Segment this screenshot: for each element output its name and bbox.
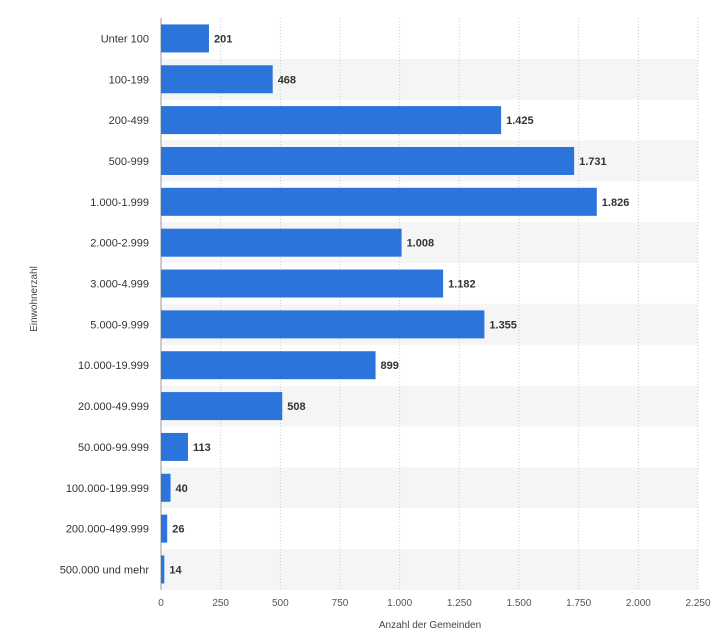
category-label: 100-199 — [109, 74, 149, 86]
x-tick-label: 1.250 — [447, 598, 472, 609]
row-stripe — [161, 549, 698, 590]
bars — [161, 24, 597, 584]
x-tick-label: 0 — [158, 598, 164, 609]
value-label: 113 — [193, 442, 211, 454]
value-label: 26 — [172, 524, 184, 536]
bar — [161, 473, 171, 502]
x-tick-label: 1.000 — [387, 598, 412, 609]
category-label: Unter 100 — [101, 33, 149, 45]
value-label: 1.008 — [407, 238, 435, 250]
bar — [161, 65, 273, 94]
value-label: 508 — [287, 401, 305, 413]
value-label: 899 — [381, 360, 399, 372]
bar — [161, 106, 502, 135]
category-label: 5.000-9.999 — [90, 319, 149, 331]
y-axis-title: Einwohnerzahl — [29, 266, 40, 332]
category-label: 500-999 — [109, 156, 149, 168]
bar — [161, 514, 168, 543]
category-labels: Unter 100 100-199 200-499 500-999 1.000-1.99… — [60, 33, 150, 576]
x-tick-label: 500 — [272, 598, 289, 609]
category-label: 200.000-499.999 — [66, 524, 149, 536]
x-tick-labels: 0 250 500 750 1.000 1.250 1.500 1.750 2.000 2.250 — [158, 598, 711, 609]
x-tick-label: 250 — [212, 598, 229, 609]
value-labels: 201 468 1.425 1.731 1.826 1.008 1.182 1.355 899 5… — [169, 33, 629, 576]
value-label: 1.826 — [602, 197, 630, 209]
bar — [161, 310, 485, 339]
bar — [161, 146, 575, 175]
x-tick-label: 750 — [332, 598, 349, 609]
x-tick-label: 2.250 — [685, 598, 710, 609]
value-label: 468 — [278, 74, 296, 86]
value-label: 14 — [169, 564, 182, 576]
category-label: 20.000-49.999 — [78, 401, 149, 413]
x-axis-title: Anzahl der Gemeinden — [379, 620, 481, 631]
x-tick-label: 1.500 — [506, 598, 531, 609]
value-label: 201 — [214, 33, 232, 45]
category-label: 3.000-4.999 — [90, 279, 149, 291]
category-label: 1.000-1.999 — [90, 197, 149, 209]
category-label: 500.000 und mehr — [60, 564, 150, 576]
category-label: 100.000-199.999 — [66, 483, 149, 495]
x-tick-label: 1.750 — [566, 598, 591, 609]
bar — [161, 392, 283, 421]
bar — [161, 269, 444, 298]
bar — [161, 432, 188, 461]
value-label: 1.182 — [448, 279, 476, 291]
category-label: 50.000-99.999 — [78, 442, 149, 454]
category-label: 200-499 — [109, 115, 149, 127]
bar — [161, 555, 165, 584]
value-label: 1.731 — [579, 156, 607, 168]
bar — [161, 351, 376, 380]
bar — [161, 24, 209, 53]
value-label: 1.425 — [506, 115, 534, 127]
row-stripe — [161, 467, 698, 509]
category-label: 2.000-2.999 — [90, 238, 149, 250]
x-tick-label: 2.000 — [626, 598, 651, 609]
value-label: 40 — [176, 483, 188, 495]
bar — [161, 187, 597, 216]
category-label: 10.000-19.999 — [78, 360, 149, 372]
bar — [161, 228, 402, 257]
value-label: 1.355 — [489, 319, 517, 331]
